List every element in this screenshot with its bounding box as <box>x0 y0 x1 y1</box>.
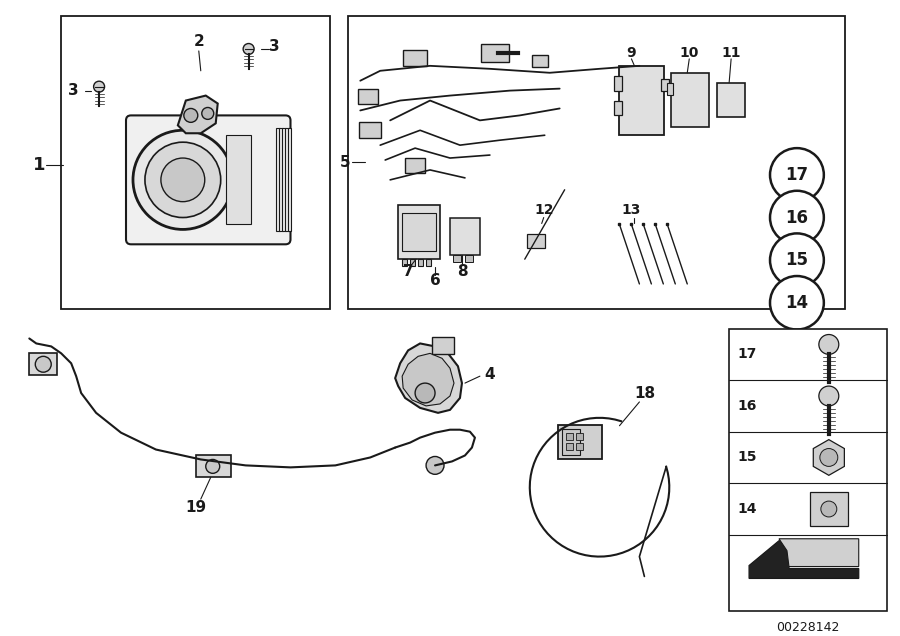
Bar <box>662 79 670 90</box>
Text: 19: 19 <box>185 499 206 515</box>
Bar <box>565 432 572 439</box>
Bar <box>562 429 580 455</box>
FancyBboxPatch shape <box>481 44 508 62</box>
Text: 3: 3 <box>269 39 280 53</box>
Bar <box>717 83 745 118</box>
Circle shape <box>202 107 213 120</box>
Text: 2: 2 <box>194 34 204 48</box>
Text: 00228142: 00228142 <box>776 621 840 633</box>
Bar <box>450 218 480 255</box>
Circle shape <box>206 459 220 473</box>
Text: 16: 16 <box>737 399 757 413</box>
FancyBboxPatch shape <box>532 55 548 67</box>
Text: 5: 5 <box>340 155 351 170</box>
Bar <box>426 259 431 266</box>
Circle shape <box>426 457 444 474</box>
Bar <box>453 255 461 262</box>
Text: 10: 10 <box>680 46 699 60</box>
Text: 14: 14 <box>786 294 808 312</box>
Bar <box>278 128 283 232</box>
Polygon shape <box>779 539 859 567</box>
Bar <box>671 73 709 127</box>
Bar <box>526 235 544 248</box>
Text: 15: 15 <box>737 450 757 464</box>
Text: 17: 17 <box>737 347 757 361</box>
Text: 18: 18 <box>634 385 655 401</box>
Bar <box>465 255 472 262</box>
Circle shape <box>243 43 254 55</box>
FancyBboxPatch shape <box>358 88 378 104</box>
FancyBboxPatch shape <box>405 158 425 173</box>
Bar <box>226 135 250 225</box>
Circle shape <box>770 148 824 202</box>
Bar <box>402 259 407 266</box>
Text: 3: 3 <box>68 83 78 98</box>
Circle shape <box>161 158 205 202</box>
FancyBboxPatch shape <box>810 492 848 526</box>
Bar <box>432 336 454 354</box>
Bar <box>402 212 436 251</box>
Bar <box>729 329 886 611</box>
Circle shape <box>819 386 839 406</box>
Bar <box>565 443 572 450</box>
Circle shape <box>35 356 51 372</box>
Bar <box>667 83 673 95</box>
Circle shape <box>184 109 198 122</box>
Text: 13: 13 <box>622 203 641 217</box>
Bar <box>576 432 582 439</box>
Text: 7: 7 <box>403 263 413 279</box>
Text: 14: 14 <box>737 502 757 516</box>
Bar <box>196 455 230 477</box>
Bar <box>615 76 623 90</box>
Bar <box>61 17 330 308</box>
Circle shape <box>770 276 824 329</box>
Text: 1: 1 <box>33 156 46 174</box>
Bar <box>398 205 440 259</box>
Bar <box>30 354 58 375</box>
Text: 16: 16 <box>786 209 808 226</box>
Circle shape <box>94 81 104 92</box>
Bar <box>615 100 623 115</box>
Circle shape <box>415 383 435 403</box>
FancyBboxPatch shape <box>403 50 427 66</box>
Bar <box>418 259 423 266</box>
Text: 12: 12 <box>534 203 554 217</box>
Bar <box>284 128 289 232</box>
Bar <box>282 128 285 232</box>
Text: 6: 6 <box>429 273 440 289</box>
FancyBboxPatch shape <box>126 115 291 244</box>
Bar <box>410 259 415 266</box>
Circle shape <box>819 335 839 354</box>
FancyBboxPatch shape <box>359 122 382 138</box>
Text: 11: 11 <box>722 46 741 60</box>
Bar <box>576 443 582 450</box>
Circle shape <box>770 191 824 244</box>
Text: 9: 9 <box>626 46 636 60</box>
Polygon shape <box>749 541 859 578</box>
Bar <box>287 128 292 232</box>
Polygon shape <box>395 343 462 413</box>
Text: 8: 8 <box>456 263 467 279</box>
Circle shape <box>820 448 838 466</box>
Bar <box>619 66 664 135</box>
Polygon shape <box>178 95 218 134</box>
Bar <box>275 128 280 232</box>
Circle shape <box>821 501 837 517</box>
Circle shape <box>770 233 824 287</box>
Text: 4: 4 <box>484 367 495 382</box>
Bar <box>558 425 601 459</box>
Polygon shape <box>402 354 454 406</box>
Bar <box>348 17 845 308</box>
Text: 17: 17 <box>786 166 808 184</box>
Circle shape <box>145 142 220 218</box>
Circle shape <box>133 130 233 230</box>
Text: 15: 15 <box>786 251 808 269</box>
